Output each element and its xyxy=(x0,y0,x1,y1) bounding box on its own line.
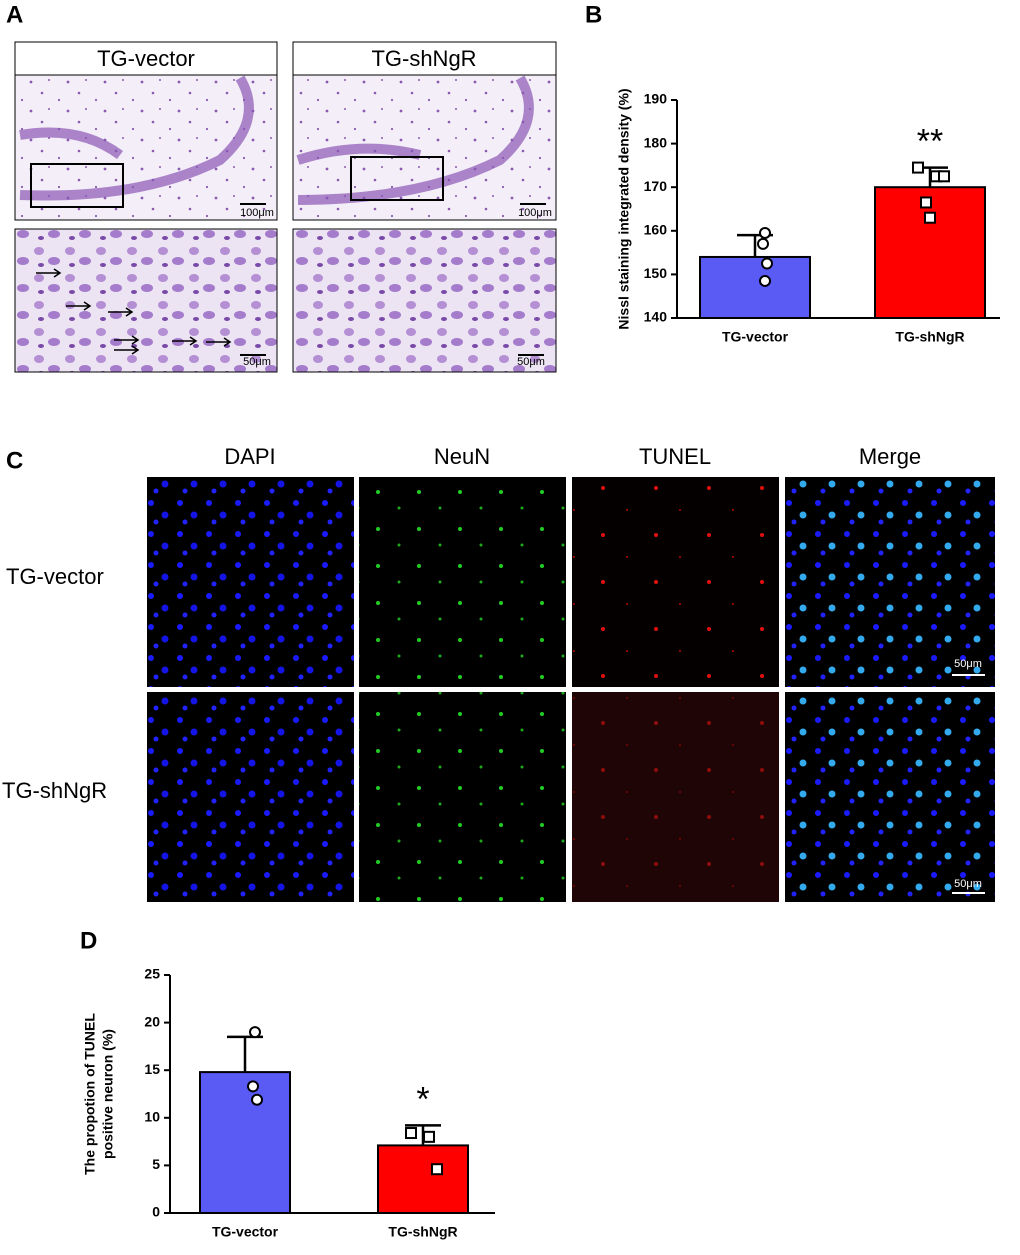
y-axis-label: The propotion of TUNEL xyxy=(82,1013,98,1175)
micrograph xyxy=(147,692,354,902)
scale-label: 50μm xyxy=(517,356,545,368)
data-point xyxy=(938,170,950,183)
data-point xyxy=(761,257,773,270)
x-tick-label: TG-vector xyxy=(212,1224,279,1240)
micrograph xyxy=(292,228,557,373)
inset-box xyxy=(30,163,124,208)
y-tick-label: 160 xyxy=(644,222,668,238)
panel-label: D xyxy=(80,927,97,954)
arrows xyxy=(36,268,232,355)
y-tick-label: 190 xyxy=(644,91,668,107)
y-tick-label: 15 xyxy=(144,1061,160,1077)
y-tick-label: 5 xyxy=(152,1156,160,1172)
data-point xyxy=(759,226,771,239)
error-bar xyxy=(227,1035,263,1073)
data-point xyxy=(759,274,771,287)
column-label: Merge xyxy=(859,444,921,469)
micrograph-tint xyxy=(572,692,779,902)
panel-label: B xyxy=(585,1,602,28)
y-axis-label: positive neuron (%) xyxy=(100,1029,116,1159)
significance: ** xyxy=(917,123,943,161)
scale-label: 100μm xyxy=(518,207,552,219)
x-tick-label: TG-shNgR xyxy=(895,329,964,345)
panel-a: A TG-vector TG-shNgR 100μm 100μm 50μm 50… xyxy=(6,1,557,373)
y-tick-label: 20 xyxy=(144,1013,160,1029)
micrograph xyxy=(572,477,779,687)
scale-label: 100μm xyxy=(240,207,274,219)
panel-label: C xyxy=(6,447,23,474)
panel-label: A xyxy=(6,1,23,28)
header-box xyxy=(14,41,278,76)
data-point xyxy=(405,1127,417,1140)
y-tick-label: 140 xyxy=(644,309,668,325)
row-label: TG-vector xyxy=(6,564,104,589)
row-label: TG-shNgR xyxy=(2,778,107,803)
micrograph xyxy=(785,692,995,902)
y-tick-label: 180 xyxy=(644,134,668,150)
data-point xyxy=(247,1080,259,1093)
data-point xyxy=(757,237,769,250)
column-label: TG-shNgR xyxy=(371,46,476,71)
y-tick-label: 0 xyxy=(152,1204,160,1220)
significance: * xyxy=(416,1080,429,1118)
bar xyxy=(199,1071,291,1214)
micrograph xyxy=(785,477,995,687)
column-label: TG-vector xyxy=(97,46,195,71)
cell-layer xyxy=(296,75,534,205)
scale-label: 50μm xyxy=(243,356,271,368)
data-point xyxy=(920,196,932,209)
micrograph xyxy=(147,477,354,687)
data-point xyxy=(924,211,936,224)
x-tick-label: TG-shNgR xyxy=(388,1224,457,1240)
column-label: TUNEL xyxy=(639,444,711,469)
cell-layer xyxy=(19,75,254,201)
y-tick-label: 150 xyxy=(644,265,668,281)
data-point xyxy=(912,161,924,174)
bar xyxy=(699,255,811,319)
y-tick-label: 170 xyxy=(644,178,668,194)
y-tick-label: 25 xyxy=(144,966,160,982)
micrograph xyxy=(359,692,566,902)
inset-box xyxy=(350,156,444,201)
y-tick-label: 10 xyxy=(144,1109,160,1125)
x-tick-label: TG-vector xyxy=(722,329,789,345)
column-label: NeuN xyxy=(434,444,490,469)
data-point xyxy=(251,1093,263,1106)
data-point xyxy=(249,1026,261,1039)
micrograph xyxy=(359,477,566,687)
panel-c: C DAPI NeuN TUNEL Merge TG-vector TG-shN… xyxy=(2,444,995,902)
y-axis-label: Nissl staining integrated density (%) xyxy=(616,88,632,329)
bar xyxy=(377,1144,469,1214)
scale-label: 50μm xyxy=(954,878,982,890)
scale-label: 50μm xyxy=(954,658,982,670)
column-label: DAPI xyxy=(224,444,275,469)
micrograph xyxy=(14,228,278,373)
data-point xyxy=(431,1163,443,1176)
header-box xyxy=(292,41,557,76)
bar xyxy=(874,186,986,319)
data-point xyxy=(423,1130,435,1143)
